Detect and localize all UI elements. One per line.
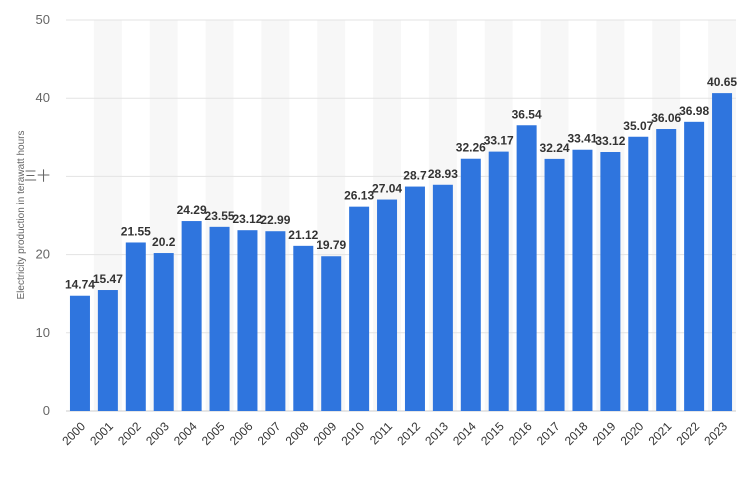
data-label: 23.12 xyxy=(232,212,262,226)
data-labels: 14.7415.4721.5520.224.2923.5523.1222.992… xyxy=(65,75,737,292)
x-tick-label: 2003 xyxy=(143,419,172,448)
bar-2014[interactable] xyxy=(460,158,481,411)
bar-2008[interactable] xyxy=(293,245,314,411)
data-label: 22.99 xyxy=(260,213,290,227)
y-axis: 0 10 20 三十 40 50 xyxy=(24,12,50,418)
x-tick-label: 2004 xyxy=(171,419,200,448)
bar-2009[interactable] xyxy=(321,256,342,411)
bar-2004[interactable] xyxy=(181,221,202,411)
bar-2007[interactable] xyxy=(265,231,286,411)
data-label: 24.29 xyxy=(177,203,207,217)
y-tick-label: 40 xyxy=(36,90,50,105)
x-tick-label: 2020 xyxy=(618,419,647,448)
bars xyxy=(69,93,733,412)
x-tick-label: 2007 xyxy=(255,419,284,448)
x-tick-label: 2019 xyxy=(590,419,619,448)
bar-2002[interactable] xyxy=(125,242,146,411)
data-label: 32.26 xyxy=(456,141,486,155)
bar-2022[interactable] xyxy=(684,121,705,411)
data-label: 36.06 xyxy=(651,111,681,125)
x-tick-label: 2012 xyxy=(394,419,423,448)
data-label: 33.12 xyxy=(595,134,625,148)
bar-2017[interactable] xyxy=(544,158,565,411)
bar-2020[interactable] xyxy=(628,136,649,411)
x-tick-label: 2023 xyxy=(701,419,730,448)
data-label: 26.13 xyxy=(344,189,374,203)
data-label: 40.65 xyxy=(707,75,737,89)
bar-2015[interactable] xyxy=(488,151,509,411)
bar-2005[interactable] xyxy=(209,226,230,411)
x-axis: 2000 2001 2002 2003 2004 2005 2006 2007 2008 2009… xyxy=(59,419,730,448)
x-tick-label: 2005 xyxy=(199,419,228,448)
data-label: 36.98 xyxy=(679,104,709,118)
bar-2000[interactable] xyxy=(69,295,90,411)
y-tick-label: 三十 xyxy=(24,168,50,183)
x-tick-label: 2000 xyxy=(59,419,88,448)
data-label: 32.24 xyxy=(540,141,570,155)
x-tick-label: 2001 xyxy=(87,419,116,448)
bar-2019[interactable] xyxy=(600,152,621,412)
x-tick-label: 2009 xyxy=(311,419,340,448)
y-axis-label: Electricity production in terawatt hours xyxy=(16,131,27,300)
x-tick-label: 2006 xyxy=(227,419,256,448)
bar-2021[interactable] xyxy=(656,129,677,411)
data-label: 27.04 xyxy=(372,182,402,196)
bar-2010[interactable] xyxy=(349,206,370,411)
gridlines xyxy=(66,19,736,412)
x-tick-label: 2013 xyxy=(422,419,451,448)
data-label: 28.93 xyxy=(428,167,458,181)
y-tick-label: 20 xyxy=(36,247,50,262)
bar-2016[interactable] xyxy=(516,125,537,411)
bar-2003[interactable] xyxy=(153,253,174,411)
x-tick-label: 2008 xyxy=(283,419,312,448)
bar-2006[interactable] xyxy=(237,230,258,411)
data-label: 35.07 xyxy=(623,119,653,133)
y-tick-label: 0 xyxy=(43,403,50,418)
x-tick-label: 2015 xyxy=(478,419,507,448)
x-tick-label: 2016 xyxy=(506,419,535,448)
bar-2011[interactable] xyxy=(377,199,398,411)
x-tick-label: 2010 xyxy=(338,419,367,448)
data-label: 33.17 xyxy=(484,134,514,148)
x-tick-label: 2002 xyxy=(115,419,144,448)
data-label: 28.7 xyxy=(403,169,427,183)
bar-2001[interactable] xyxy=(97,290,118,411)
x-tick-label: 2017 xyxy=(534,419,563,448)
data-label: 33.41 xyxy=(567,132,597,146)
y-tick-label: 50 xyxy=(36,12,50,27)
bar-2023[interactable] xyxy=(712,93,733,411)
x-tick-label: 2011 xyxy=(367,419,395,447)
data-label: 14.74 xyxy=(65,278,95,292)
data-label: 21.12 xyxy=(288,228,318,242)
x-tick-label: 2014 xyxy=(450,419,479,448)
data-label: 36.54 xyxy=(512,107,542,121)
data-label: 15.47 xyxy=(93,272,123,286)
data-label: 20.2 xyxy=(152,235,176,249)
x-tick-label: 2018 xyxy=(562,419,591,448)
y-tick-label: 10 xyxy=(36,325,50,340)
bar-2018[interactable] xyxy=(572,149,593,411)
data-label: 21.55 xyxy=(121,224,151,238)
data-label: 23.55 xyxy=(205,209,235,223)
bar-2013[interactable] xyxy=(432,184,453,411)
bar-2012[interactable] xyxy=(404,186,425,411)
data-label: 19.79 xyxy=(316,238,346,252)
x-tick-label: 2022 xyxy=(673,419,702,448)
x-tick-label: 2021 xyxy=(646,419,675,448)
